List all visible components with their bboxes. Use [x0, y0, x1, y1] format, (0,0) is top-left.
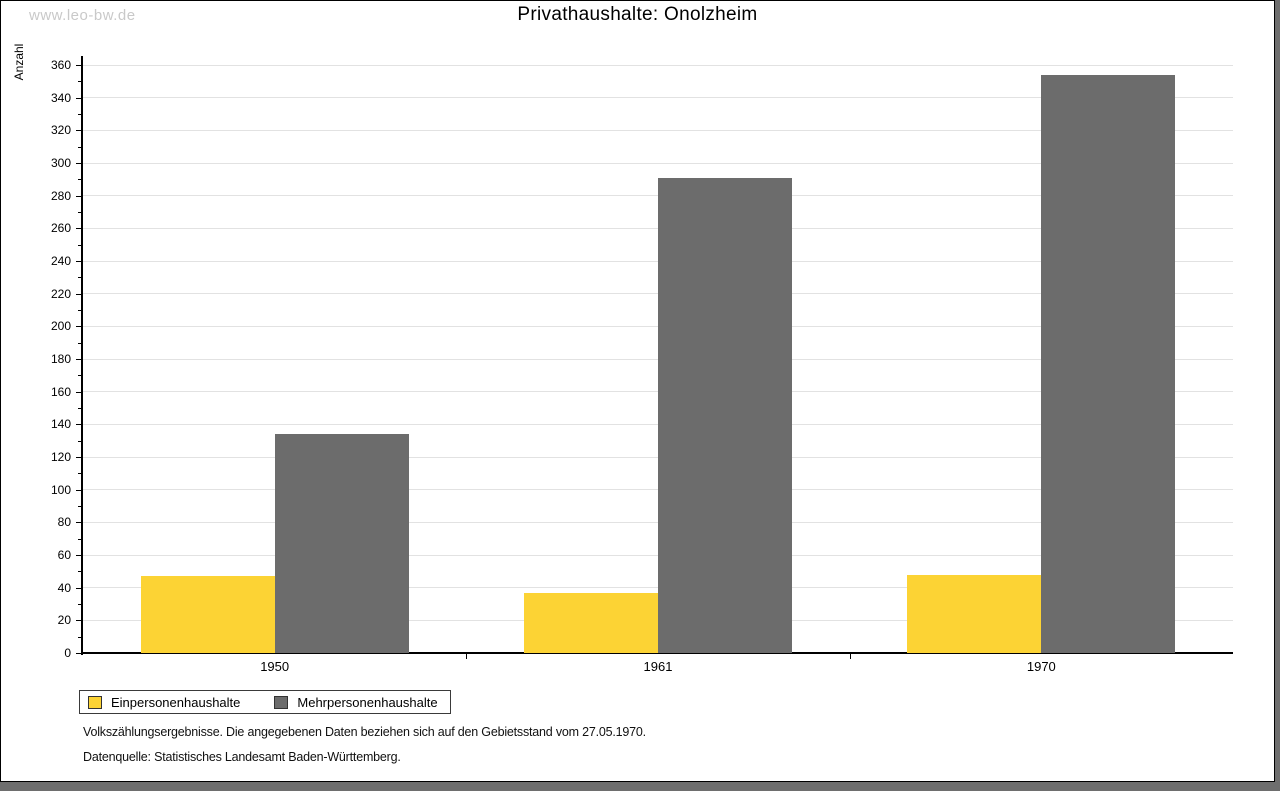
legend-item: Mehrpersonenhaushalte [274, 694, 438, 710]
y-tick-label: 240 [50, 254, 71, 268]
y-minor-tick [78, 440, 81, 442]
y-minor-tick [78, 506, 81, 507]
y-major-tick [76, 424, 81, 426]
y-tick-label: 300 [50, 156, 71, 170]
y-tick-label: 60 [57, 548, 71, 562]
y-major-tick [76, 293, 81, 295]
y-tick-label: 120 [50, 450, 71, 464]
y-minor-tick [78, 375, 81, 377]
y-tick-label: 340 [50, 90, 71, 105]
legend-swatch-einpersonenhaushalte [88, 695, 102, 709]
y-tick-label: 200 [50, 319, 71, 334]
y-minor-tick [78, 408, 81, 409]
y-tick-label: 260 [50, 221, 71, 236]
bar-mehrpersonenhaushalte-1961 [658, 177, 792, 653]
y-major-tick [76, 522, 81, 524]
y-major-tick [76, 359, 81, 360]
y-major-tick [76, 489, 81, 491]
y-major-tick [76, 261, 81, 262]
y-major-tick [76, 326, 81, 328]
y-minor-tick [78, 604, 81, 605]
x-boundary-tick [466, 654, 468, 659]
y-tick-label: 180 [50, 352, 71, 366]
y-major-tick [76, 555, 81, 556]
y-major-tick [76, 195, 81, 197]
y-minor-tick [78, 473, 81, 475]
legend-item: Einpersonenhaushalte [88, 695, 240, 710]
y-minor-tick [78, 212, 81, 213]
legend-swatch-mehrpersonenhaushalte [274, 695, 289, 709]
y-tick-label: 20 [57, 613, 71, 628]
bar-einpersonenhaushalte-1961 [524, 592, 658, 653]
x-boundary-tick [849, 654, 851, 659]
footer-note-gebietsstand: Volkszählungsergebnisse. Die angegebenen… [83, 725, 646, 739]
footer-note-datenquelle: Datenquelle: Statistisches Landesamt Bad… [83, 750, 401, 764]
bar-einpersonenhaushalte-1970 [907, 574, 1042, 653]
y-minor-tick [78, 81, 81, 83]
y-gridline [83, 162, 1233, 164]
y-tick-label: 80 [57, 515, 71, 530]
x-axis-line [81, 652, 1233, 654]
y-tick-label: 360 [50, 58, 71, 72]
y-major-tick [76, 228, 81, 230]
y-minor-tick [78, 310, 81, 311]
y-major-tick [76, 587, 81, 589]
y-axis-title: Anzahl [12, 43, 26, 81]
y-tick-label: 140 [50, 417, 71, 432]
y-gridline [83, 129, 1233, 131]
y-minor-tick [78, 342, 81, 344]
footer-notes: Volkszählungsergebnisse. Die angegebenen… [83, 725, 646, 764]
x-tick-label: 1961 [643, 659, 673, 674]
y-minor-tick [78, 244, 81, 246]
y-major-tick [76, 163, 81, 164]
y-major-tick [76, 391, 81, 393]
legend-label: Mehrpersonenhaushalte [297, 694, 438, 710]
x-tick-label: 1950 [260, 659, 290, 674]
x-tick-label: 1970 [1026, 659, 1056, 674]
y-major-tick [76, 620, 81, 622]
y-minor-tick [78, 538, 81, 540]
y-minor-tick [78, 636, 81, 638]
y-minor-tick [78, 146, 81, 148]
y-gridline [83, 64, 1233, 66]
y-minor-tick [78, 571, 81, 573]
bar-mehrpersonenhaushalte-1970 [1041, 74, 1176, 653]
y-minor-tick [78, 277, 81, 279]
y-tick-label: 100 [50, 482, 71, 497]
bar-einpersonenhaushalte-1950 [140, 576, 275, 653]
chart-title: Privathaushalte: Onolzheim [517, 4, 758, 25]
y-tick-label: 160 [50, 384, 71, 399]
bar-mehrpersonenhaushalte-1950 [274, 434, 409, 653]
y-major-tick [76, 97, 81, 99]
y-tick-label: 40 [57, 580, 71, 595]
plot-area: 0 20 40 60 80 100 120 140 160 180 200 220 240 260 280 3… [51, 56, 1233, 674]
y-minor-tick [78, 179, 81, 181]
y-major-tick [76, 457, 81, 458]
legend-box: Einpersonenhaushalte Mehrpersonenhaushalt… [79, 690, 451, 714]
y-tick-label: 320 [50, 123, 71, 138]
y-tick-label: 220 [50, 286, 71, 301]
y-axis-line [81, 56, 83, 655]
legend-label: Einpersonenhaushalte [111, 694, 241, 710]
y-major-tick [76, 130, 81, 132]
y-minor-tick [78, 114, 81, 115]
y-gridline [83, 97, 1233, 99]
y-tick-label: 280 [50, 188, 71, 203]
y-major-tick [76, 653, 81, 654]
watermark-text: www.leo-bw.de [29, 7, 136, 24]
y-tick-label: 0 [64, 646, 71, 660]
y-major-tick [76, 65, 81, 66]
